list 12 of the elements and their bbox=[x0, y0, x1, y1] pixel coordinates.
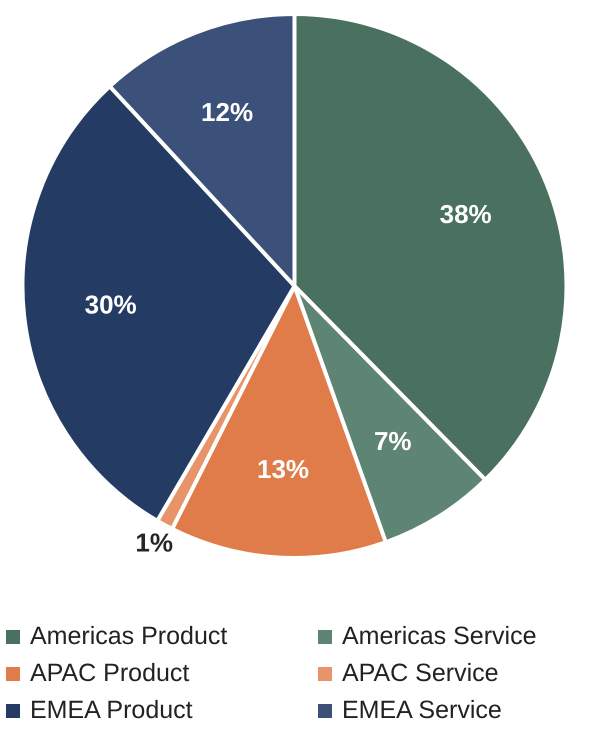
legend-label: APAC Service bbox=[342, 659, 499, 688]
legend-label: Americas Service bbox=[342, 622, 536, 651]
data-label: 13% bbox=[256, 454, 310, 484]
data-label: 30% bbox=[84, 289, 137, 320]
data-label: 38% bbox=[440, 199, 492, 230]
legend-label: EMEA Product bbox=[30, 696, 193, 725]
data-label: 1% bbox=[135, 528, 173, 558]
legend-label: APAC Product bbox=[30, 659, 190, 688]
data-label: 7% bbox=[374, 426, 412, 456]
data-label: 12% bbox=[201, 96, 254, 127]
legend-label: EMEA Service bbox=[342, 696, 502, 725]
legend-label: Americas Product bbox=[30, 622, 228, 651]
